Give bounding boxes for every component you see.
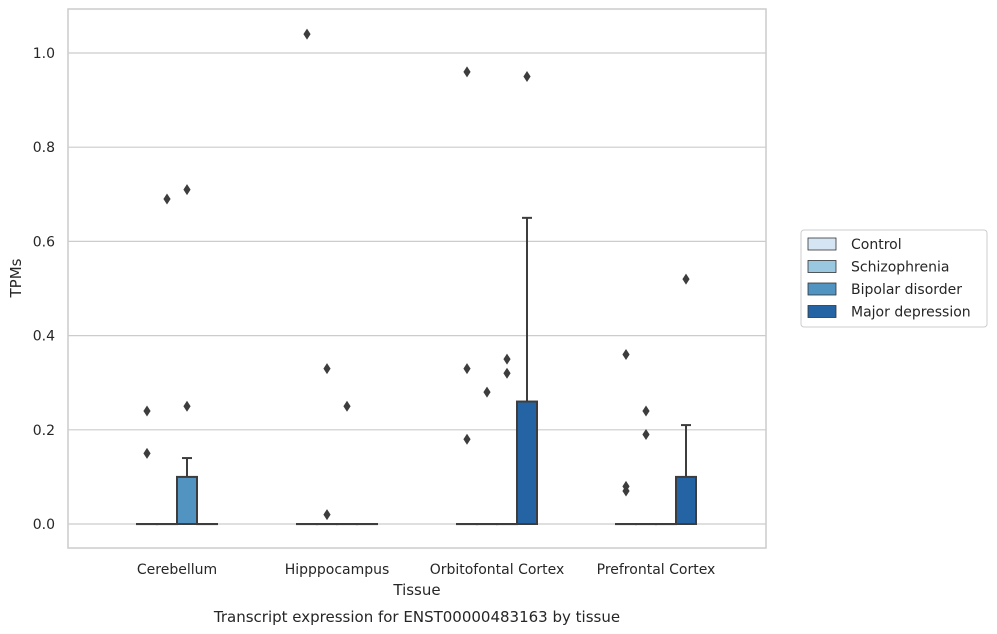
x-tick-labels: Cerebellum Hipppocampus Orbitofontal Corte… <box>137 562 715 578</box>
box-body <box>516 400 538 526</box>
box-bipolar-disorder <box>176 457 198 525</box>
outlier-point <box>143 405 151 417</box>
outlier-point <box>183 400 191 412</box>
legend-swatch <box>807 237 837 251</box>
legend-label: Control <box>851 237 902 253</box>
y-tick-label: 0.6 <box>33 234 55 250</box>
outlier-point <box>463 433 471 445</box>
outlier-point <box>483 386 491 398</box>
legend-label: Bipolar disorder <box>851 282 962 298</box>
legend-swatch <box>807 282 837 296</box>
legend-label: Schizophrenia <box>851 260 949 276</box>
y-tick-label: 0.2 <box>33 423 55 439</box>
outlier-point <box>523 71 531 83</box>
box-major-depression <box>516 216 538 526</box>
x-tick-label: Prefrontal Cortex <box>597 562 716 578</box>
outlier-point <box>143 447 151 459</box>
outlier-point <box>163 193 171 205</box>
box-body <box>675 475 697 525</box>
outlier-point <box>622 480 630 492</box>
box-body <box>176 475 198 525</box>
outlier-point <box>622 348 630 360</box>
outlier-point <box>642 405 650 417</box>
outlier-point <box>323 363 331 375</box>
x-tick-label: Orbitofontal Cortex <box>430 562 565 578</box>
x-tick-label: Cerebellum <box>137 562 217 578</box>
outlier-point <box>503 353 511 365</box>
boxes <box>136 216 697 526</box>
legend-label: Major depression <box>851 305 971 321</box>
legend-swatch <box>807 305 837 318</box>
outlier-point <box>463 363 471 375</box>
y-axis-label: TPMs <box>7 258 25 298</box>
outlier-point <box>343 400 351 412</box>
outlier-points <box>143 28 690 521</box>
gridlines <box>68 52 766 525</box>
y-tick-labels: 0.0 0.2 0.4 0.6 0.8 1.0 <box>33 46 55 533</box>
x-axis-label: Tissue <box>392 581 440 599</box>
outlier-point <box>303 28 311 40</box>
outlier-point <box>323 509 331 521</box>
x-tick-label: Hipppocampus <box>285 562 390 578</box>
legend-frame <box>800 229 988 328</box>
box-major-depression <box>675 424 697 525</box>
chart-title: Transcript expression for ENST0000048316… <box>213 608 620 626</box>
outlier-point <box>503 367 511 379</box>
y-tick-label: 0.4 <box>33 329 55 345</box>
y-tick-label: 1.0 <box>33 46 55 62</box>
y-tick-label: 0.8 <box>33 140 55 156</box>
y-tick-label: 0.0 <box>33 517 55 533</box>
outlier-point <box>183 184 191 196</box>
outlier-point <box>682 273 690 285</box>
outlier-point <box>463 66 471 78</box>
legend-swatch <box>807 260 837 273</box>
legend: Control Schizophrenia Bipolar disorder Majo… <box>800 229 988 328</box>
plot-area-frame <box>67 8 767 549</box>
outlier-point <box>642 429 650 441</box>
